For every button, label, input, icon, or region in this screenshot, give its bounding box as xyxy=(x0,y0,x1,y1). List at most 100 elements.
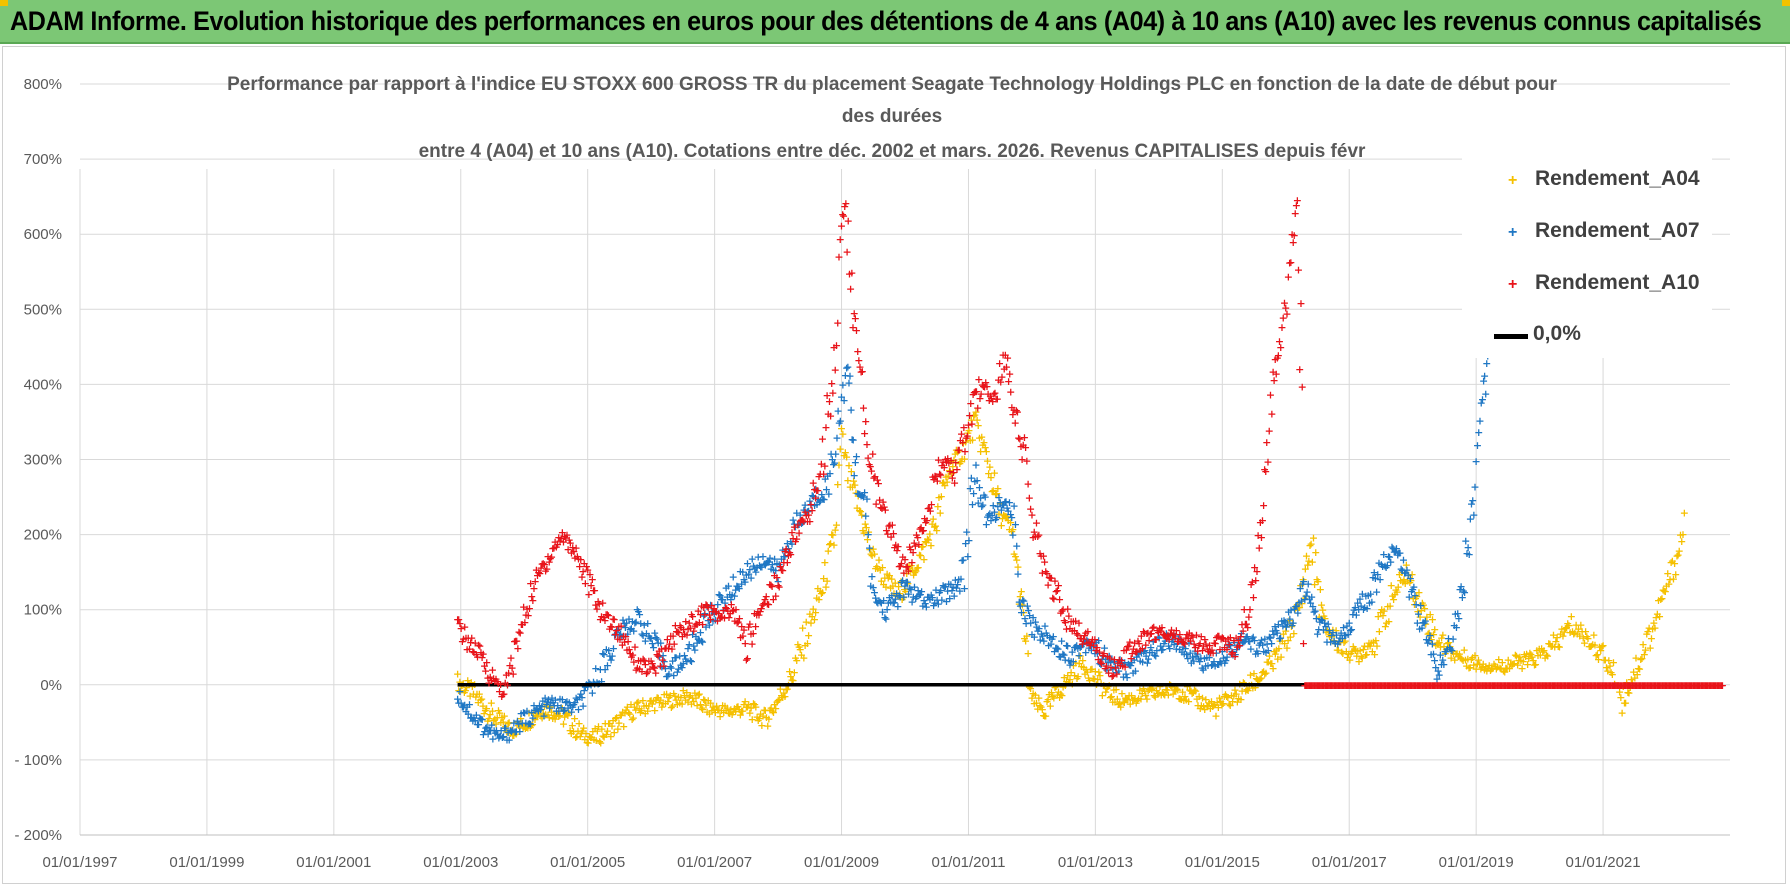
x-tick-label: 01/01/2017 xyxy=(1312,854,1387,871)
data-point: + xyxy=(1467,653,1476,666)
data-point: + xyxy=(566,699,575,712)
data-point: + xyxy=(1191,684,1200,697)
chart-title: Performance par rapport à l'indice EU ST… xyxy=(227,74,1557,162)
data-point: + xyxy=(1271,624,1280,637)
data-point: + xyxy=(1053,688,1062,701)
data-point: + xyxy=(886,581,895,594)
data-point: + xyxy=(1312,573,1321,586)
data-point: + xyxy=(1412,590,1421,603)
data-point: + xyxy=(532,702,541,715)
data-point: + xyxy=(620,706,629,719)
data-point: + xyxy=(567,727,576,740)
data-point: + xyxy=(673,698,682,711)
data-point: + xyxy=(1294,263,1303,276)
data-point: + xyxy=(1140,684,1149,697)
data-point: + xyxy=(515,725,524,738)
data-point: + xyxy=(1252,565,1261,578)
data-point: + xyxy=(476,713,485,726)
title-banner: ADAM Informe. Evolution historique des p… xyxy=(0,0,1790,44)
data-point: + xyxy=(523,722,532,735)
data-point: + xyxy=(1130,692,1139,705)
data-point: + xyxy=(1456,651,1465,664)
data-point: + xyxy=(733,580,742,593)
data-point: + xyxy=(846,404,855,417)
data-point: + xyxy=(666,689,675,702)
data-point: + xyxy=(662,687,671,700)
data-point: + xyxy=(737,577,746,590)
data-point: + xyxy=(1282,308,1291,321)
data-point: + xyxy=(1239,635,1248,648)
data-point: + xyxy=(1453,647,1462,660)
data-point: + xyxy=(770,698,779,711)
data-point: + xyxy=(851,456,860,469)
data-point: + xyxy=(1319,623,1328,636)
data-point: + xyxy=(870,586,879,599)
data-point: + xyxy=(1037,701,1046,714)
data-point: + xyxy=(900,583,909,596)
data-point: + xyxy=(1644,621,1653,634)
data-point: + xyxy=(969,487,978,500)
data-point: + xyxy=(1463,652,1472,665)
data-point: + xyxy=(1048,632,1057,645)
data-point: + xyxy=(703,600,712,613)
data-point: + xyxy=(1058,680,1067,693)
data-point: + xyxy=(635,702,644,715)
data-point: + xyxy=(1266,657,1275,670)
data-point: + xyxy=(1283,617,1292,630)
data-point: + xyxy=(1418,597,1427,610)
data-point: + xyxy=(743,557,752,570)
data-point: + xyxy=(921,597,930,610)
data-point: + xyxy=(514,717,523,730)
data-point: + xyxy=(463,674,472,687)
data-point: + xyxy=(1106,656,1115,669)
data-point: + xyxy=(1311,546,1320,559)
data-point: + xyxy=(973,413,982,426)
data-point: + xyxy=(478,713,487,726)
data-point: + xyxy=(692,699,701,712)
data-point: + xyxy=(699,609,708,622)
data-point: + xyxy=(640,618,649,631)
data-point: + xyxy=(1114,665,1123,678)
y-tick-label: - 200% xyxy=(14,827,62,844)
data-point: + xyxy=(668,700,677,713)
data-point: + xyxy=(574,703,583,716)
data-point: + xyxy=(1190,645,1199,658)
data-point: + xyxy=(503,726,512,739)
data-point: + xyxy=(1000,495,1009,508)
data-point: + xyxy=(1385,599,1394,612)
data-point: + xyxy=(1429,647,1438,660)
data-point: + xyxy=(861,510,870,523)
data-point: + xyxy=(971,459,980,472)
data-point: + xyxy=(1202,651,1211,664)
data-point: + xyxy=(841,446,850,459)
data-point: + xyxy=(1180,690,1189,703)
data-point: + xyxy=(1401,577,1410,590)
data-point: + xyxy=(787,537,796,550)
data-point: + xyxy=(1314,623,1323,636)
data-point: + xyxy=(528,594,537,607)
data-point: + xyxy=(904,560,913,573)
data-point: + xyxy=(1407,585,1416,598)
data-point: + xyxy=(1479,657,1488,670)
data-point: + xyxy=(789,674,798,687)
data-point: + xyxy=(751,620,760,633)
data-point: + xyxy=(674,662,683,675)
data-point: + xyxy=(981,490,990,503)
data-point: + xyxy=(1417,604,1426,617)
data-point: + xyxy=(969,410,978,423)
data-point: + xyxy=(558,702,567,715)
data-point: + xyxy=(570,712,579,725)
data-point: + xyxy=(534,704,543,717)
data-point: + xyxy=(1138,655,1147,668)
data-point: + xyxy=(1300,592,1309,605)
data-point: + xyxy=(538,695,547,708)
data-point: + xyxy=(1474,426,1483,439)
data-point: + xyxy=(670,651,679,664)
data-point: + xyxy=(846,283,855,296)
data-point: + xyxy=(1332,629,1341,642)
data-point: + xyxy=(1042,627,1051,640)
data-point: + xyxy=(1515,651,1524,664)
data-point: + xyxy=(1472,455,1481,468)
data-point: + xyxy=(1262,638,1271,651)
data-point: + xyxy=(695,634,704,647)
